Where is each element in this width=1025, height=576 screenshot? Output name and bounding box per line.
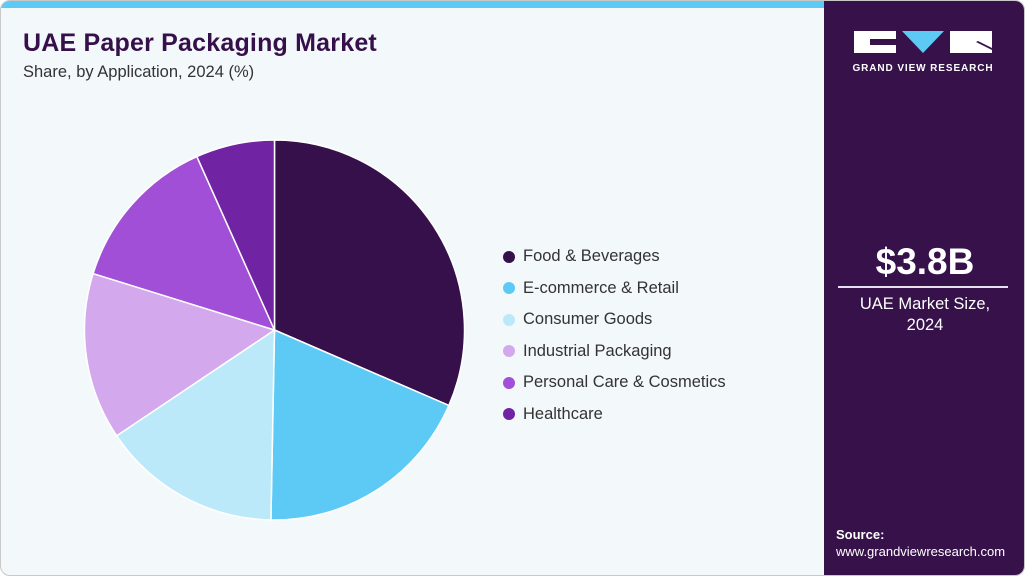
source-label: Source:: [836, 527, 885, 542]
chart-subtitle: Share, by Application, 2024 (%): [23, 63, 255, 81]
legend-label: Food & Beverages: [523, 247, 660, 266]
market-size-value: $3.8B: [875, 241, 975, 282]
legend-item: Personal Care & Cosmetics: [503, 367, 726, 399]
logo-text: GRAND VIEW RESEARCH: [852, 63, 994, 74]
chart-legend: Food & Beverages E-commerce & Retail Consu…: [503, 241, 726, 430]
pie-slice-e-commerce-retail: [270, 328, 450, 521]
legend-dot-icon: [503, 282, 515, 295]
accent-bar: [1, 1, 824, 8]
legend-label: Industrial Packaging: [523, 341, 672, 360]
divider: [838, 286, 1008, 288]
caption-line-1: UAE Market Size,: [859, 295, 991, 313]
legend-label: Consumer Goods: [523, 310, 653, 329]
legend-label: E-commerce & Retail: [523, 278, 679, 297]
market-size-caption: UAE Market Size, 2024: [824, 294, 1024, 336]
legend-dot-icon: [503, 408, 515, 421]
caption-line-2: 2024: [906, 316, 944, 334]
pie-slice-personal-care-cosmetics: [92, 155, 276, 332]
legend-dot-icon: [503, 376, 515, 389]
legend-item: Healthcare: [503, 399, 726, 431]
source-link[interactable]: www.grandviewresearch.com: [836, 544, 1006, 559]
legend-item: Industrial Packaging: [503, 336, 726, 368]
pie-chart: [83, 139, 466, 521]
legend-label: Healthcare: [523, 404, 603, 423]
chart-title: UAE Paper Packaging Market: [23, 29, 377, 57]
logo-mark-icon: [854, 31, 992, 53]
legend-dot-icon: [503, 250, 515, 263]
pie-slice-healthcare: [195, 139, 276, 331]
pie-slice-food-beverages: [273, 139, 466, 407]
legend-item: Food & Beverages: [503, 241, 726, 273]
legend-label: Personal Care & Cosmetics: [523, 373, 726, 392]
legend-dot-icon: [503, 313, 515, 326]
pie-slice-industrial-packaging: [83, 272, 277, 437]
legend-item: Consumer Goods: [503, 304, 726, 336]
pie-slice-consumer-goods: [115, 328, 276, 521]
side-panel: GRAND VIEW RESEARCH $3.8B UAE Market Siz…: [824, 1, 1024, 575]
legend-dot-icon: [503, 345, 515, 358]
legend-item: E-commerce & Retail: [503, 273, 726, 305]
gvr-logo: GRAND VIEW RESEARCH: [852, 29, 994, 74]
